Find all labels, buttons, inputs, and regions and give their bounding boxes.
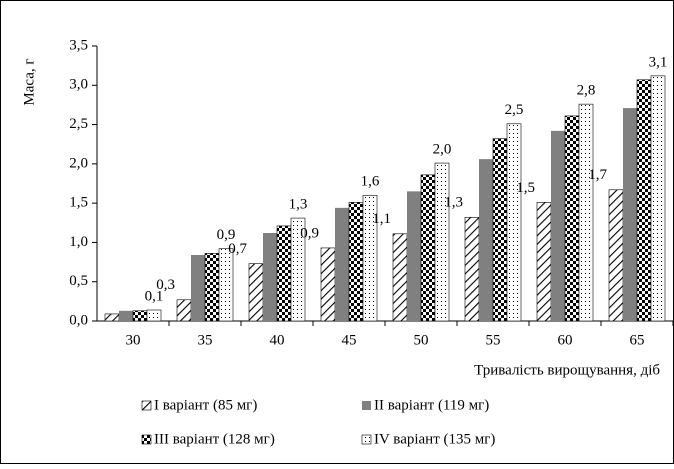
- x-tick-label: 30: [126, 332, 141, 348]
- bar: [492, 138, 508, 322]
- bar: [204, 253, 220, 322]
- bar: [320, 247, 336, 322]
- bar: [290, 217, 306, 322]
- value-label: 1,3: [289, 197, 308, 213]
- bar: [392, 233, 408, 322]
- value-label: 1,3: [444, 195, 463, 211]
- bar: [551, 130, 565, 321]
- legend-label: ІІ варіант (119 мг): [374, 397, 489, 413]
- x-tick-label: 40: [270, 332, 285, 348]
- y-tick-label: 0,5: [69, 273, 88, 289]
- x-tick-label: 65: [630, 332, 645, 348]
- value-label: 0,7: [228, 241, 247, 257]
- bar: [119, 310, 133, 321]
- legend-label: ІІІ варіант (128 мг): [154, 431, 275, 447]
- value-label: 2,5: [505, 102, 524, 118]
- bar: [434, 162, 450, 322]
- legend-label: ІV варіант (135 мг): [374, 431, 495, 447]
- y-tick-label: 3,0: [69, 77, 88, 93]
- bar: [506, 123, 522, 322]
- legend-swatch: [362, 401, 371, 410]
- x-tick-label: 50: [414, 332, 429, 348]
- bar: [146, 309, 162, 322]
- bar: [420, 174, 436, 322]
- bar: [608, 189, 624, 322]
- value-label: 1,5: [516, 180, 535, 196]
- value-label: 1,6: [361, 174, 380, 190]
- bar: [623, 108, 637, 321]
- x-tick-label: 60: [558, 332, 573, 348]
- value-label: 0,1: [145, 288, 164, 304]
- bar: [536, 202, 552, 322]
- legend-label: І варіант (85 мг): [154, 397, 257, 413]
- legend-swatch: [361, 434, 372, 445]
- x-tick-label: 35: [198, 332, 213, 348]
- value-label: 1,1: [372, 211, 391, 227]
- y-tick-label: 1,5: [69, 195, 88, 211]
- bar: [348, 202, 364, 322]
- bar: [407, 191, 421, 321]
- value-label: 0,3: [156, 277, 175, 293]
- y-tick-label: 3,5: [69, 37, 88, 53]
- x-tick-label: 45: [342, 332, 357, 348]
- y-tick-label: 0,0: [69, 312, 88, 328]
- value-label: 0,9: [300, 225, 319, 241]
- bar: [218, 248, 234, 322]
- bar: [191, 255, 205, 321]
- bar: [276, 225, 292, 322]
- bar: [335, 207, 349, 321]
- bar: [564, 115, 580, 322]
- bar: [362, 194, 378, 322]
- y-tick-label: 2,5: [69, 116, 88, 132]
- value-label: 2,0: [433, 142, 452, 158]
- bar: [248, 263, 264, 322]
- x-axis-label: Тривалість вирощування, діб: [474, 362, 660, 378]
- x-tick-label: 55: [486, 332, 501, 348]
- bar: [479, 159, 493, 321]
- bar: [176, 299, 192, 322]
- bar: [464, 216, 480, 322]
- bar: [132, 310, 148, 322]
- bar: [650, 75, 666, 322]
- legend-swatch: [141, 434, 152, 445]
- value-label: 3,1: [649, 54, 668, 70]
- bar: [104, 313, 120, 322]
- y-tick-label: 1,0: [69, 234, 88, 250]
- bar: [636, 79, 652, 322]
- y-axis-label: Маса, г: [21, 58, 37, 105]
- value-label: 2,8: [577, 83, 596, 99]
- bar: [578, 103, 594, 322]
- legend-swatch: [141, 400, 152, 411]
- bar: [263, 233, 277, 321]
- value-label: 1,7: [588, 167, 607, 183]
- y-tick-label: 2,0: [69, 155, 88, 171]
- value-label: 0,9: [217, 227, 236, 243]
